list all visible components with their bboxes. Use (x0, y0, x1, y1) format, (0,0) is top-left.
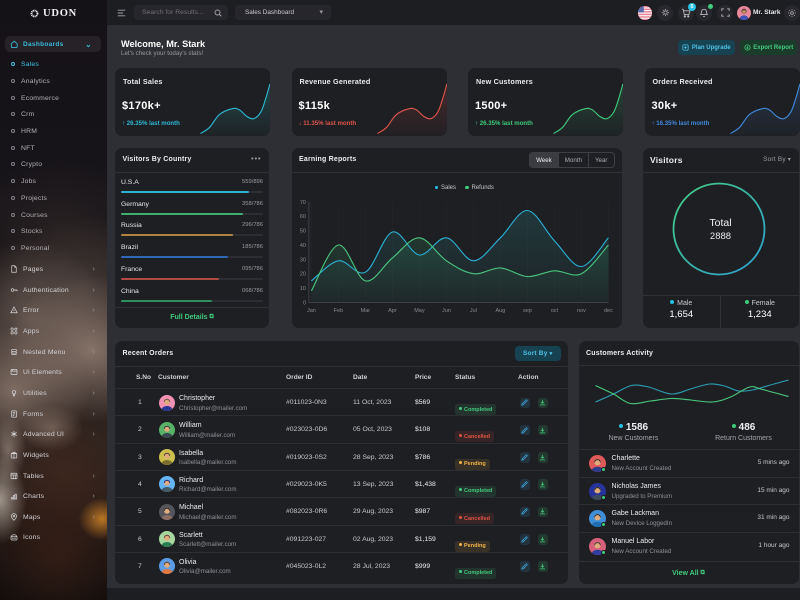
svg-text:dec: dec (603, 308, 612, 314)
svg-text:sep: sep (522, 308, 531, 314)
svg-text:70: 70 (299, 199, 305, 205)
svg-text:Jun: Jun (441, 308, 450, 314)
svg-text:nov: nov (576, 308, 585, 314)
svg-text:20: 20 (299, 271, 305, 277)
svg-text:May: May (414, 308, 425, 314)
svg-text:oct: oct (550, 308, 558, 314)
svg-text:40: 40 (299, 243, 305, 249)
svg-text:Jul: Jul (469, 308, 476, 314)
svg-text:Mar: Mar (360, 308, 370, 314)
svg-text:50: 50 (299, 228, 305, 234)
svg-text:0: 0 (302, 300, 305, 306)
svg-text:60: 60 (299, 214, 305, 220)
svg-text:Jan: Jan (306, 308, 315, 314)
svg-text:Feb: Feb (333, 308, 342, 314)
svg-text:30: 30 (299, 257, 305, 263)
svg-text:10: 10 (299, 286, 305, 292)
svg-text:Aug: Aug (495, 308, 505, 314)
svg-text:Apr: Apr (388, 308, 397, 314)
